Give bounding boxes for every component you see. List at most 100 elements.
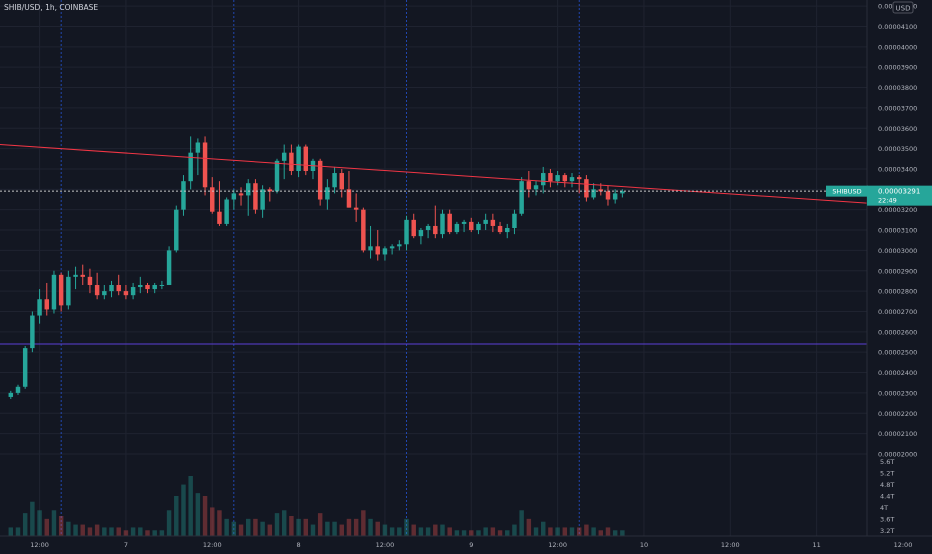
candle-body <box>102 291 107 296</box>
volume-bar <box>166 510 172 536</box>
candle-body <box>94 285 100 296</box>
candle-body <box>454 223 460 233</box>
candle-body <box>411 219 416 237</box>
volume-tick-label: 4.4T <box>880 493 894 501</box>
volume-bar <box>73 524 78 536</box>
volume-bar <box>274 513 280 536</box>
symbol-title: SHIB/USD, 1h, COINBASE <box>4 3 98 12</box>
candle-body <box>476 223 481 231</box>
candle-body <box>440 213 445 235</box>
volume-bar <box>562 527 568 536</box>
candle-body <box>317 160 323 200</box>
candle-body <box>87 276 93 285</box>
volume-bar <box>389 527 395 536</box>
volume-bar <box>411 524 416 536</box>
volume-bar <box>433 524 438 536</box>
volume-bar <box>303 518 309 536</box>
candle-body <box>274 160 280 192</box>
candles <box>8 136 625 399</box>
candle-body <box>267 189 273 192</box>
trendline[interactable] <box>0 144 868 204</box>
volume-bar <box>447 527 452 536</box>
volume-bar <box>382 524 388 536</box>
price-tick-label: 0.00003800 <box>878 84 917 92</box>
candle-body <box>66 276 71 306</box>
candle-body <box>224 199 229 224</box>
candle-body <box>433 225 438 235</box>
volume-bar <box>253 518 258 536</box>
candle-body <box>159 285 165 286</box>
volume-bar <box>591 527 596 536</box>
volume-bar <box>159 530 165 536</box>
volume-bar <box>512 524 517 536</box>
volume-tick-label: 5.2T <box>880 470 894 478</box>
candle-body <box>397 244 402 247</box>
price-tick-label: 0.00004000 <box>878 43 917 51</box>
candle-body <box>490 219 496 226</box>
price-axis-ticks: 0.000042000.000041000.000040000.00003900… <box>878 3 917 459</box>
candle-body <box>598 189 604 192</box>
time-tick-label: 9 <box>469 541 473 549</box>
candle-body <box>346 189 352 208</box>
candle-body <box>217 211 222 224</box>
price-axis-panel[interactable] <box>867 0 932 536</box>
candle-body <box>584 179 589 198</box>
candle-body <box>181 181 186 210</box>
currency-badge-text: USD <box>896 5 911 13</box>
time-axis-panel[interactable] <box>0 536 932 550</box>
volume-bar <box>425 527 431 536</box>
volume-bar <box>22 513 28 536</box>
volume-bar <box>540 521 546 536</box>
time-tick-label: 12:00 <box>203 541 222 549</box>
candle-body <box>562 175 568 182</box>
volume-bar <box>418 527 424 536</box>
time-tick-label: 10 <box>640 541 648 549</box>
volume-bar <box>231 521 237 536</box>
price-tick-label: 0.00004100 <box>878 23 917 31</box>
volume-bar <box>526 518 532 536</box>
volume-bar <box>281 510 287 536</box>
candle-body <box>195 142 201 153</box>
volume-bar <box>44 518 49 536</box>
candle-body <box>548 173 553 182</box>
volume-bar <box>174 496 179 536</box>
volume-bar <box>605 527 611 536</box>
volume-bar <box>353 518 359 536</box>
candle-body <box>80 274 85 277</box>
price-tick-label: 0.00003000 <box>878 247 917 255</box>
candle-body <box>526 181 532 190</box>
volume-bar <box>346 518 352 536</box>
volume-bar <box>296 518 301 536</box>
volume-bar <box>195 493 201 536</box>
volume-bar <box>598 530 604 536</box>
volume-bar <box>289 516 294 536</box>
candle-body <box>138 285 143 288</box>
candle-body <box>325 187 330 200</box>
volume-bar <box>15 527 21 536</box>
volume-bar <box>37 510 42 536</box>
volume-bar <box>584 524 589 536</box>
candle-body <box>620 191 625 194</box>
candle-body <box>382 248 388 255</box>
price-label-box <box>867 185 932 206</box>
time-tick-label: 12:00 <box>376 541 395 549</box>
candle-body <box>58 274 64 306</box>
volume-bar <box>569 527 575 536</box>
candle-body <box>605 191 611 200</box>
volume-tick-label: 3.2T <box>880 527 894 535</box>
candle-body <box>51 274 57 310</box>
volume-bar <box>145 530 150 536</box>
currency-badge-box <box>892 1 914 14</box>
volume-bar <box>497 530 503 536</box>
price-tick-label: 0.00002000 <box>878 450 917 458</box>
volume-bar <box>505 530 510 536</box>
price-tick-label: 0.00002500 <box>878 349 917 357</box>
volume-bar <box>217 510 222 536</box>
volume-bar <box>339 524 344 536</box>
candle-body <box>447 213 452 233</box>
currency-badge[interactable]: USD <box>892 1 914 14</box>
candle-body <box>245 183 251 196</box>
